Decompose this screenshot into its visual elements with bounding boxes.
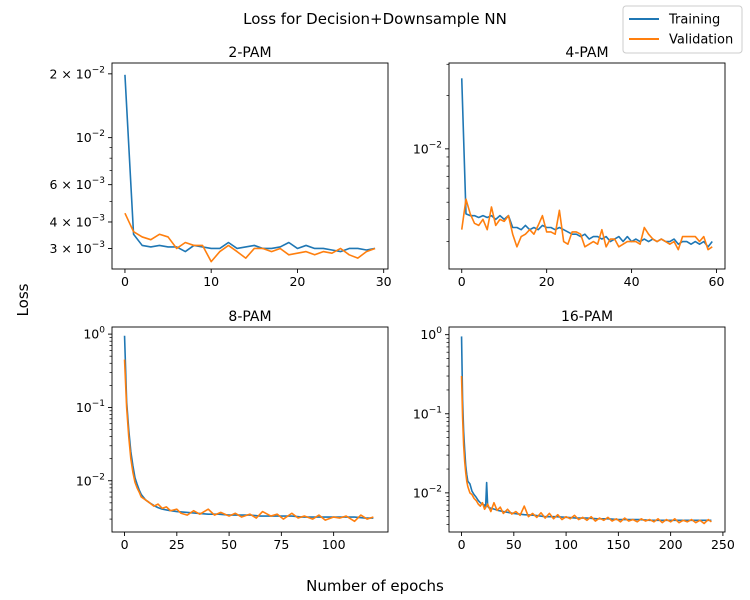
x-tick-label: 25 [169,537,185,552]
validation-loss-line [460,375,712,525]
x-tick-label: 10 [203,274,219,289]
x-tick-label: 50 [221,537,237,552]
x-tick-label: 250 [711,537,735,552]
y-tick-label: 100 [420,326,442,342]
subplot-2-pam: 2-PAM 0 10 20 30 2 × 10−2 10−2 6 × 10−3 4 × 10−3… [49,45,391,289]
x-tick-label: 0 [121,274,129,289]
figure-xlabel: Number of epochs [306,577,444,595]
x-tick-label: 30 [376,274,392,289]
y-tick-label: 10−1 [413,405,442,421]
x-tick-label: 100 [322,537,346,552]
subplot-16-pam: 16-PAM 0 50 100 150 200 250 100 10−1 10−2 [413,309,735,552]
training-loss-line [460,78,713,248]
figure-suptitle: Loss for Decision+Downsample NN [243,10,507,28]
validation-loss-line [460,198,713,251]
x-tick-label: 0 [458,537,466,552]
x-tick-label: 75 [273,537,289,552]
x-tick-label: 0 [458,274,466,289]
figure-ylabel: Loss [14,283,32,316]
x-tick-label: 100 [554,537,578,552]
subplot-8-pam: 8-PAM 0 25 50 75 100 100 10−1 10−2 [76,309,389,552]
legend-frame [622,5,743,54]
x-tick-label: 40 [624,274,640,289]
subplot-title: 16-PAM [561,309,613,325]
subplot-4-pam: 4-PAM 0 20 40 60 10−2 [413,45,726,289]
y-tick-label: 100 [83,326,105,342]
y-tick-label: 10−2 [76,129,105,145]
x-tick-label: 20 [289,274,305,289]
y-tick-label: 10−1 [76,399,105,415]
legend-validation-label: Validation [669,33,733,48]
validation-loss-line [123,359,374,523]
x-tick-label: 200 [659,537,683,552]
figure-legend: Training Validation [622,5,743,54]
x-tick-label: 150 [606,537,630,552]
subplot-title: 4-PAM [565,45,608,61]
y-tick-label: 6 × 10−3 [49,176,105,192]
x-tick-label: 50 [506,537,522,552]
subplot-title: 8-PAM [228,309,271,325]
axes-frame [448,326,726,533]
y-tick-label: 2 × 10−2 [49,65,105,81]
x-tick-label: 60 [709,274,725,289]
axes-frame [111,62,389,270]
subplot-title: 2-PAM [228,45,271,61]
y-tick-label: 10−2 [413,140,442,156]
validation-loss-line [124,212,376,263]
x-tick-label: 20 [539,274,555,289]
x-tick-label: 0 [121,537,129,552]
y-tick-label: 10−2 [413,484,442,500]
training-loss-line [123,335,374,519]
legend-training-label: Training [668,13,720,28]
y-tick-label: 4 × 10−3 [49,213,105,229]
y-tick-label: 3 × 10−3 [49,240,105,256]
y-tick-label: 10−2 [76,472,105,488]
training-loss-line [124,74,376,253]
